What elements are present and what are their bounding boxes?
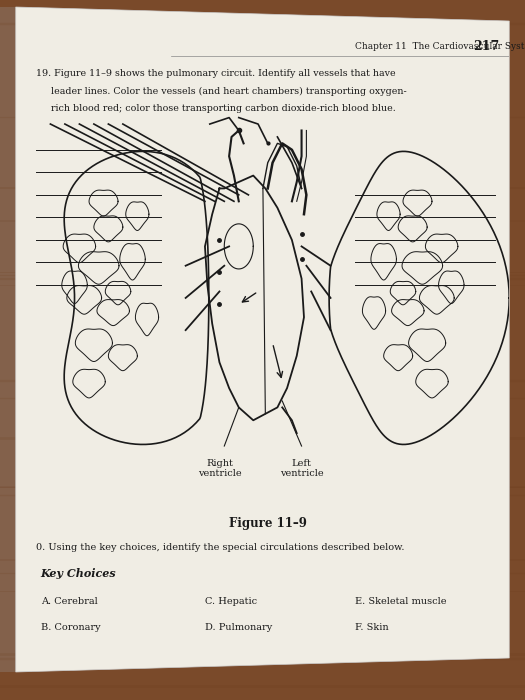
Polygon shape <box>0 7 32 672</box>
Text: A. Cerebral: A. Cerebral <box>41 597 98 606</box>
Polygon shape <box>16 7 509 672</box>
Text: C. Hepatic: C. Hepatic <box>205 597 257 606</box>
Text: 217: 217 <box>474 41 500 53</box>
Text: Right
ventricle: Right ventricle <box>197 459 242 478</box>
Text: rich blood red; color those transporting carbon dioxide-rich blood blue.: rich blood red; color those transporting… <box>36 104 396 113</box>
Text: 19. Figure 11–9 shows the pulmonary circuit. Identify all vessels that have: 19. Figure 11–9 shows the pulmonary circ… <box>36 69 395 78</box>
Text: Left
ventricle: Left ventricle <box>280 459 323 478</box>
Text: F. Skin: F. Skin <box>355 623 388 632</box>
Text: E. Skeletal muscle: E. Skeletal muscle <box>355 597 446 606</box>
Text: Key Choices: Key Choices <box>41 568 117 580</box>
Text: B. Coronary: B. Coronary <box>41 623 100 632</box>
Text: Figure 11–9: Figure 11–9 <box>229 517 307 530</box>
Text: 0. Using the key choices, identify the special circulations described below.: 0. Using the key choices, identify the s… <box>36 542 404 552</box>
Text: leader lines. Color the vessels (and heart chambers) transporting oxygen-: leader lines. Color the vessels (and hea… <box>36 87 407 96</box>
Text: D. Pulmonary: D. Pulmonary <box>205 623 272 632</box>
Text: Chapter 11  The Cardiovascular System: Chapter 11 The Cardiovascular System <box>355 42 525 51</box>
